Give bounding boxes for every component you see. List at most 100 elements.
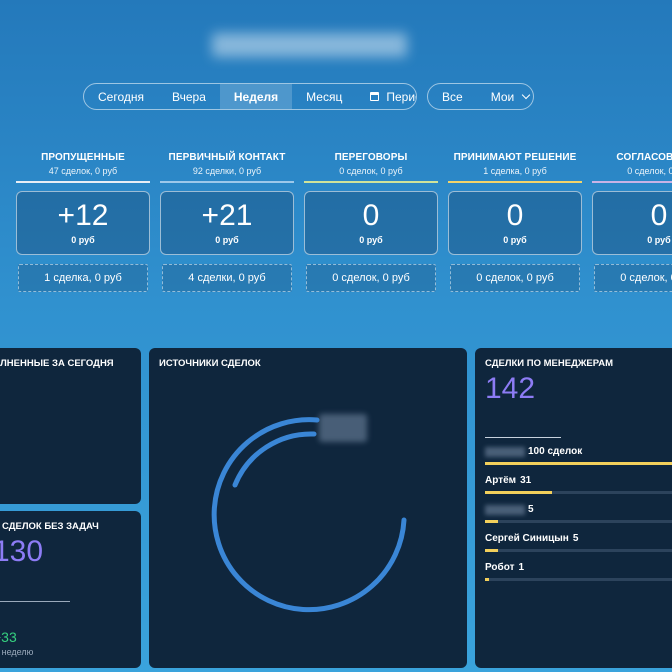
blurred-name: [485, 446, 525, 457]
owner-label: Мои: [490, 89, 515, 104]
owner-button[interactable]: Все: [428, 84, 477, 109]
chevron: [521, 90, 531, 100]
stage-count: 0: [362, 199, 380, 232]
blurred-name: [485, 504, 525, 515]
widget-managers: СДЕЛКИ ПО МЕНЕДЖЕРАМ 142 100 сделок Артём…: [475, 348, 672, 668]
stage-count: +12: [57, 199, 109, 232]
stage-sum: 0 руб: [215, 235, 239, 245]
pipeline-column: СОГЛАСОВАНИЕ 0 сделок, 0 руб 0 0 руб 0 сдело…: [592, 152, 672, 292]
stage-box[interactable]: 0 0 руб: [448, 191, 582, 255]
stage-footer: 1 сделка, 0 руб: [18, 264, 148, 292]
donut-arc: [211, 417, 407, 613]
owner-button[interactable]: Мои: [477, 84, 533, 109]
manager-count: 100 сделок: [528, 446, 583, 457]
widget-title: ИСТОЧНИКИ СДЕЛОК: [159, 358, 261, 369]
stage-footer: 0 сделок, 0 руб: [594, 264, 672, 292]
stage-title: СОГЛАСОВАНИЕ: [616, 152, 672, 163]
divider: [485, 437, 561, 438]
period-button[interactable]: Период: [356, 84, 416, 109]
stage-title: ПРИНИМАЮТ РЕШЕНИЕ: [453, 152, 577, 163]
stage-footer: 0 сделок, 0 руб: [450, 264, 580, 292]
stage-summary: 92 сделки, 0 руб: [192, 166, 262, 176]
owner-filter: Все Мои: [427, 83, 534, 110]
stage-count: 0: [506, 199, 524, 232]
stage-summary: 0 сделок, 0 руб: [627, 166, 672, 176]
manager-bar: [485, 578, 490, 581]
stage-title: ПЕРЕГОВОРЫ: [334, 152, 408, 163]
period-label: Период: [386, 89, 416, 104]
manager-bar: [485, 491, 553, 494]
widget-delta: +33: [0, 629, 17, 645]
blurred-title: [212, 33, 407, 57]
stage-count: +21: [201, 199, 253, 232]
manager-row: 5: [485, 504, 534, 515]
blurred-label: [319, 414, 367, 442]
period-label: Неделя: [233, 89, 279, 104]
stage-box[interactable]: +12 0 руб: [16, 191, 150, 255]
period-label: Месяц: [306, 89, 343, 104]
bar-track: [485, 520, 672, 523]
widget-value: 142: [485, 372, 536, 405]
pipeline-column: ПЕРЕГОВОРЫ 0 сделок, 0 руб 0 0 руб 0 сделок,…: [304, 152, 438, 292]
manager-bar: [485, 520, 498, 523]
stage-summary: 1 сделка, 0 руб: [483, 166, 547, 176]
period-button[interactable]: Вчера: [158, 84, 220, 109]
widget-title: СДЕЛОК БЕЗ ЗАДАЧ: [2, 521, 99, 532]
period-label: Вчера: [172, 89, 206, 104]
manager-count: 31: [520, 475, 532, 486]
bar-track: [485, 578, 672, 581]
manager-name: Сергей Синицын: [485, 533, 569, 544]
period-button[interactable]: Неделя: [219, 84, 293, 109]
stage-footer: 4 сделки, 0 руб: [162, 264, 292, 292]
owner-label: Все: [442, 89, 463, 104]
widget-title: ВЫПОЛНЕННЫЕ ЗА СЕГОДНЯ: [0, 358, 114, 369]
stage-summary: 47 сделок, 0 руб: [48, 166, 118, 176]
stage-box[interactable]: +21 0 руб: [160, 191, 294, 255]
manager-bar: [485, 462, 672, 465]
stage-title: ПРОПУЩЕННЫЕ: [41, 152, 125, 163]
divider: [0, 601, 70, 602]
manager-count: 1: [518, 562, 525, 573]
manager-row: Сергей Синицын 5: [485, 533, 578, 544]
manager-name: Робот: [485, 562, 515, 573]
donut-arc: [232, 431, 317, 488]
manager-row: 100 сделок: [485, 446, 582, 457]
stage-box[interactable]: 0 0 руб: [304, 191, 438, 255]
period-button[interactable]: Сегодня: [84, 84, 158, 109]
widget-sources: ИСТОЧНИКИ СДЕЛОК: [149, 348, 467, 668]
stage-box[interactable]: 0 0 руб: [592, 191, 672, 255]
stage-title: ПЕРВИЧНЫЙ КОНТАКТ: [168, 152, 286, 163]
stage-sum: 0 руб: [503, 235, 527, 245]
widget-no-tasks: СДЕЛОК БЕЗ ЗАДАЧ 130 +33 за неделю: [0, 511, 141, 668]
period-filter: Сегодня Вчера Неделя Месяц Период: [83, 83, 417, 110]
bar-track: [485, 491, 672, 494]
pipeline-column: ПРОПУЩЕННЫЕ 47 сделок, 0 руб +12 0 руб 1 сде…: [16, 152, 150, 292]
stage-line: [448, 181, 582, 183]
stage-line: [304, 181, 438, 183]
period-label: Сегодня: [98, 89, 144, 104]
stage-line: [160, 181, 294, 183]
stage-line: [16, 181, 150, 183]
pipeline-column: ПРИНИМАЮТ РЕШЕНИЕ 1 сделка, 0 руб 0 0 руб 0 …: [448, 152, 582, 292]
widget-delta-note: за неделю: [0, 647, 34, 657]
stage-footer: 0 сделок, 0 руб: [306, 264, 436, 292]
manager-name: Артём: [485, 475, 517, 486]
donut: [211, 417, 407, 613]
manager-count: 5: [572, 533, 579, 544]
manager-row: Артём 31: [485, 475, 531, 486]
stage-line: [592, 181, 672, 183]
period-button[interactable]: Месяц: [292, 84, 356, 109]
widget-title: СДЕЛКИ ПО МЕНЕДЖЕРАМ: [485, 358, 614, 369]
widget-done-today: ВЫПОЛНЕННЫЕ ЗА СЕГОДНЯ 0: [0, 348, 141, 504]
stage-summary: 0 сделок, 0 руб: [339, 166, 403, 176]
pipeline-column: ПЕРВИЧНЫЙ КОНТАКТ 92 сделки, 0 руб +21 0 ру…: [160, 152, 294, 292]
stage-sum: 0 руб: [359, 235, 383, 245]
stage-sum: 0 руб: [71, 235, 95, 245]
widget-value: 130: [0, 535, 44, 568]
manager-bar: [485, 549, 498, 552]
stage-count: 0: [650, 199, 668, 232]
manager-count: 5: [528, 504, 534, 515]
calendar-icon: [370, 92, 380, 101]
stage-sum: 0 руб: [647, 235, 671, 245]
